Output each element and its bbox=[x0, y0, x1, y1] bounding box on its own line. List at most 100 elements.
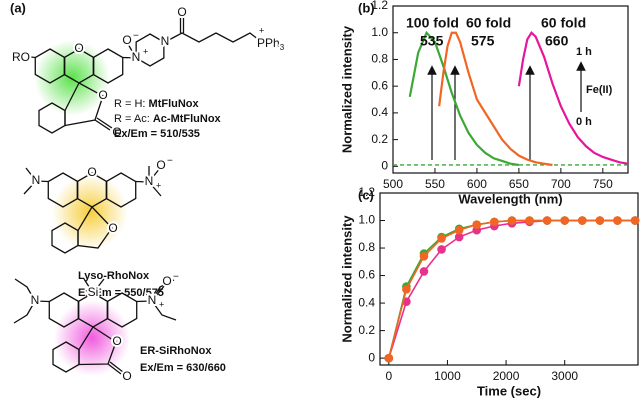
annotation: 535 bbox=[420, 33, 444, 49]
atom: O bbox=[74, 41, 83, 55]
annotation: 575 bbox=[471, 33, 495, 49]
charge: + bbox=[143, 46, 148, 56]
annotation: 100 fold bbox=[406, 15, 459, 31]
atom: O bbox=[112, 334, 121, 348]
y-tick-label: 1.2 bbox=[371, 0, 388, 12]
atom: RO bbox=[12, 50, 30, 64]
atom: O bbox=[98, 88, 107, 102]
panel-a: (a) RO O N + O − N O PPh3 + O O R = H: M… bbox=[10, 0, 287, 385]
atom: N bbox=[148, 293, 157, 307]
annotation: Fe(II) bbox=[586, 84, 613, 96]
y-tick-label: 0.8 bbox=[371, 52, 388, 66]
point bbox=[525, 216, 534, 225]
point bbox=[454, 225, 464, 235]
atom: N bbox=[32, 173, 41, 187]
series-line bbox=[388, 219, 636, 359]
ring bbox=[106, 292, 138, 328]
plot-frame bbox=[392, 5, 629, 174]
y-tick-label: 1.0 bbox=[358, 213, 375, 227]
series-line bbox=[388, 219, 636, 359]
y-tick-label: 0.4 bbox=[358, 295, 375, 309]
atom: O bbox=[177, 5, 186, 19]
y-tick-label: 1.2 bbox=[358, 185, 375, 199]
ring bbox=[77, 205, 113, 249]
probe-name: Lyso-RhoNox bbox=[78, 270, 150, 282]
ring bbox=[78, 326, 117, 366]
x-tick-label: 500 bbox=[383, 177, 403, 191]
variant: R = H: MtFluNox bbox=[114, 98, 200, 110]
atom: PPh3 bbox=[257, 36, 285, 52]
x-tick-label: 700 bbox=[551, 177, 571, 191]
atom: O bbox=[108, 221, 117, 235]
series-line bbox=[408, 30, 520, 167]
point bbox=[472, 220, 482, 229]
panel-label: (b) bbox=[358, 0, 375, 15]
point bbox=[560, 216, 570, 225]
point bbox=[437, 234, 446, 243]
series-line bbox=[388, 219, 636, 359]
charge: − bbox=[133, 31, 139, 42]
point bbox=[630, 216, 640, 225]
x-tick-label: 750 bbox=[593, 177, 613, 191]
point bbox=[542, 216, 552, 225]
fe-arrows bbox=[427, 61, 586, 160]
bonds bbox=[13, 18, 260, 375]
panel-label: (a) bbox=[10, 0, 26, 15]
r-group: R = H: bbox=[114, 98, 145, 110]
ring bbox=[105, 172, 137, 208]
atom: O bbox=[112, 125, 121, 139]
ring bbox=[135, 33, 165, 67]
atom: Si bbox=[88, 285, 99, 299]
charge: − bbox=[173, 272, 179, 283]
y-tick-label: 1.0 bbox=[371, 25, 388, 39]
atom: N bbox=[132, 50, 141, 64]
point bbox=[577, 216, 587, 225]
panel-label: (c) bbox=[358, 187, 374, 202]
annotation: 660 bbox=[545, 33, 569, 49]
point bbox=[507, 216, 517, 225]
point bbox=[384, 353, 394, 363]
variant: R = Ac: Ac-MtFluNox bbox=[114, 113, 222, 125]
point bbox=[613, 216, 622, 225]
charge: + bbox=[156, 180, 161, 190]
point bbox=[402, 285, 411, 294]
point bbox=[437, 245, 446, 254]
glow bbox=[52, 174, 128, 250]
y-axis-label: Normalized intensity bbox=[339, 25, 354, 153]
x-axis-label: Wavelength (nm) bbox=[458, 191, 562, 206]
atom: N bbox=[31, 293, 40, 307]
ring bbox=[64, 82, 104, 127]
atom: O bbox=[87, 165, 96, 179]
ex-em: Ex/Em = 510/535 bbox=[114, 128, 200, 140]
point bbox=[490, 217, 499, 227]
charge: − bbox=[167, 156, 173, 167]
probe-name: Ac-MtFluNox bbox=[153, 113, 222, 125]
point bbox=[595, 216, 605, 225]
ex-em: Ex/Em = 630/660 bbox=[140, 362, 226, 374]
x-tick-label: 1000 bbox=[434, 369, 461, 383]
x-tick-label: 3000 bbox=[551, 369, 578, 383]
y-tick-label: 0.4 bbox=[371, 105, 388, 119]
r-group: R = Ac: bbox=[114, 113, 150, 125]
ring bbox=[92, 48, 124, 84]
y-tick-label: 0.6 bbox=[358, 268, 375, 282]
series-line bbox=[438, 31, 553, 167]
x-tick-label: 0 bbox=[385, 369, 392, 383]
annotation: 0 h bbox=[576, 116, 592, 128]
atom: O bbox=[156, 158, 165, 172]
probe-name: MtFluNox bbox=[149, 98, 200, 110]
y-tick-label: 0 bbox=[368, 350, 375, 364]
atom: PPh bbox=[257, 36, 280, 50]
atom: O bbox=[122, 369, 131, 383]
ex-em: Ex/Em = 550/575 bbox=[78, 287, 164, 299]
subscript: 3 bbox=[280, 43, 285, 52]
annotation: 60 fold bbox=[466, 15, 511, 31]
series-line bbox=[517, 30, 629, 165]
glow bbox=[34, 40, 110, 116]
y-tick-label: 0.2 bbox=[358, 323, 375, 337]
annotation: 1 h bbox=[576, 46, 592, 58]
plot-frame bbox=[379, 192, 639, 366]
point bbox=[419, 251, 429, 261]
atom: O bbox=[122, 33, 131, 47]
